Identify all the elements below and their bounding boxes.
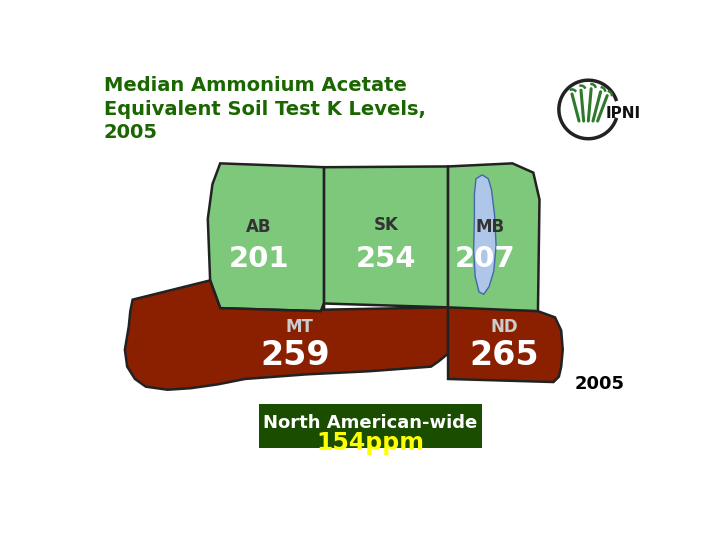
Text: IPNI: IPNI bbox=[606, 106, 641, 121]
Text: 201: 201 bbox=[229, 245, 289, 273]
Text: MB: MB bbox=[475, 218, 505, 235]
Polygon shape bbox=[208, 164, 324, 311]
FancyBboxPatch shape bbox=[259, 403, 482, 448]
Text: Median Ammonium Acetate
Equivalent Soil Test K Levels,
2005: Median Ammonium Acetate Equivalent Soil … bbox=[104, 76, 426, 143]
Polygon shape bbox=[474, 175, 496, 294]
Text: 265: 265 bbox=[470, 339, 539, 373]
Polygon shape bbox=[448, 307, 563, 382]
Text: AB: AB bbox=[246, 218, 271, 235]
Text: 259: 259 bbox=[261, 339, 330, 373]
Text: 254: 254 bbox=[356, 245, 416, 273]
Polygon shape bbox=[125, 280, 448, 390]
Text: 207: 207 bbox=[455, 245, 516, 273]
Polygon shape bbox=[448, 164, 539, 311]
Text: ND: ND bbox=[491, 318, 518, 335]
Text: 154ppm: 154ppm bbox=[317, 430, 425, 455]
Text: MT: MT bbox=[285, 318, 313, 335]
Text: North American-wide: North American-wide bbox=[264, 414, 477, 431]
Polygon shape bbox=[324, 166, 448, 307]
Text: 2005: 2005 bbox=[575, 375, 624, 393]
Text: SK: SK bbox=[374, 216, 398, 234]
